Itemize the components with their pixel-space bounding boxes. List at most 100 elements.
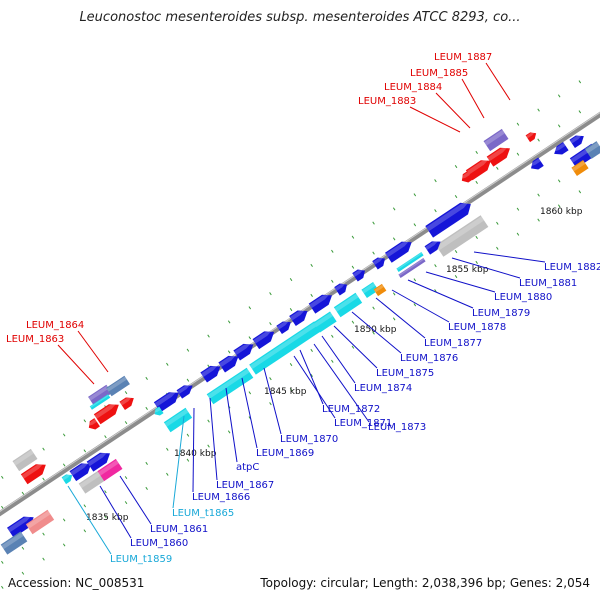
gene-feature[interactable] [200,361,223,383]
gene-feature[interactable] [396,252,424,272]
gene-feature[interactable] [88,384,112,406]
gene-feature-sheen [484,129,505,146]
gene-feature-sheen [372,256,384,265]
gene-label: LEUM_1875 [376,368,434,379]
gene-feature[interactable] [528,157,544,173]
gene-label: LEUM_1870 [280,434,338,445]
gene-feature-sheen [374,284,384,293]
gene-feature[interactable] [459,171,473,185]
gene-label: LEUM_1871 [334,418,392,429]
gene-feature-sheen [309,293,331,309]
label-leader-line [461,78,485,119]
label-leader-line [77,330,109,373]
gene-feature[interactable] [425,198,474,238]
gene-feature[interactable] [119,394,136,411]
gene-feature-sheen [334,282,346,291]
gene-feature[interactable] [86,448,114,472]
gene-feature[interactable] [69,459,95,482]
gene-label: LEUM_1880 [494,292,552,303]
gene-feature-sheen [425,239,440,251]
gene-feature[interactable] [249,321,321,375]
gene-feature[interactable] [525,130,539,143]
gene-feature[interactable] [483,128,509,152]
gene-feature[interactable] [584,141,600,159]
gene-feature-sheen [436,216,485,251]
gene-feature[interactable] [61,472,75,485]
gene-feature[interactable] [361,281,379,299]
gene-label: LEUM_1860 [130,538,188,549]
gene-feature[interactable] [398,258,426,278]
gene-feature-sheen [352,268,364,277]
gene-feature-sheen [314,312,333,328]
gene-feature-sheen [460,171,470,179]
gene-feature[interactable] [86,418,100,432]
gene-feature[interactable] [233,339,256,361]
gene-feature[interactable] [372,255,388,270]
gene-feature-sheen [87,418,97,426]
gene-feature-sheen [219,354,237,368]
gene-feature-sheen [153,407,162,413]
gene-feature-sheen [571,160,586,172]
gene-label: LEUM_1879 [472,308,530,319]
gene-feature-sheen [253,329,273,344]
label-leaders [57,62,546,555]
gene-feature[interactable] [12,448,38,472]
gene-feature[interactable] [334,281,350,296]
gene-label: LEUM_1878 [448,322,506,333]
gene-feature-sheen [249,322,318,370]
label-leader-line [67,485,112,555]
gene-feature[interactable] [252,327,278,350]
gene-feature[interactable] [206,367,254,405]
gene-feature[interactable] [424,237,444,255]
gene-feature[interactable] [106,375,130,397]
gene-feature[interactable] [276,318,293,335]
gene-feature[interactable] [551,141,569,158]
gene-feature[interactable] [569,132,586,149]
gene-feature[interactable] [78,470,106,494]
label-leader-line [99,485,132,539]
gene-feature[interactable] [97,458,123,482]
gene-feature[interactable] [0,531,28,555]
gene-features[interactable] [0,128,600,555]
gene-feature[interactable] [333,292,363,318]
gene-feature[interactable] [153,388,182,413]
gene-feature[interactable] [163,407,193,433]
gene-feature-sheen [1,532,24,550]
label-leader-line [209,397,218,481]
label-leader-line [391,289,450,323]
gene-feature[interactable] [93,400,122,425]
gene-label: LEUM_1867 [216,480,274,491]
gene-feature[interactable] [25,509,55,535]
gene-feature[interactable] [289,306,311,326]
gene-feature[interactable] [313,311,337,333]
gene-feature-sheen [88,385,109,401]
gene-feature[interactable] [571,159,589,177]
gene-label: LEUM_1861 [150,524,208,535]
gene-label: LEUM_1876 [400,353,458,364]
gene-feature[interactable] [176,381,196,399]
gene-feature[interactable] [373,283,387,297]
gene-feature[interactable] [435,215,489,257]
gene-feature[interactable] [152,406,164,417]
gene-feature[interactable] [385,237,415,263]
gene-feature-sheen [529,158,541,167]
gene-feature[interactable] [486,143,514,167]
gene-label: LEUM_1863 [6,334,64,345]
gene-feature[interactable] [218,351,241,373]
label-leader-line [435,92,471,129]
label-leader-line [321,335,356,384]
gene-feature[interactable] [465,156,494,181]
gene-feature-sheen [26,510,51,529]
gene-feature-sheen [201,364,219,378]
gene-feature[interactable] [352,267,368,282]
gene-feature[interactable] [308,290,336,314]
gene-label: LEUM_1883 [358,96,416,107]
gene-feature[interactable] [89,394,111,410]
gene-feature[interactable] [20,460,49,485]
gene-feature-sheen [119,396,133,406]
scale-label: 1835 kbp [86,513,129,523]
gene-feature-sheen [7,515,33,533]
gene-feature-sheen [89,394,110,408]
gene-feature[interactable] [7,512,37,538]
